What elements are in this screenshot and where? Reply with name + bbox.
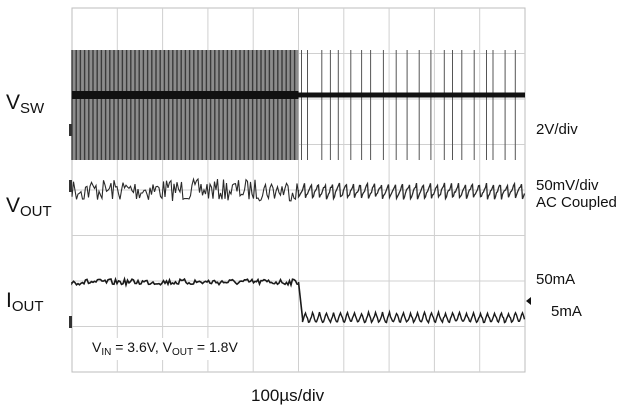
vsw-switching-pulses-heavy <box>71 50 296 160</box>
vout-channel-label: VOUT <box>6 194 52 220</box>
vout-scale-label: 50mV/div <box>536 177 599 194</box>
iout-step-edge <box>297 281 304 319</box>
vout-ripple-heavy <box>71 177 300 202</box>
vsw-channel-label: VSW <box>6 91 45 117</box>
vsw-switching-pulses-light <box>301 50 516 160</box>
vsw-ground-marker <box>69 124 72 136</box>
vsw-center-trace-light <box>298 92 525 98</box>
test-conditions-annotation: VIN = 3.6V, VOUT = 1.8V <box>88 338 242 360</box>
vout-ripple-sawtooth <box>297 181 526 201</box>
trigger-level-marker <box>526 297 531 305</box>
iout-low-level-label: 5mA <box>551 303 582 320</box>
time-scale-label: 100µs/div <box>251 386 325 405</box>
iout-high-current-trace <box>71 276 299 288</box>
iout-channel-label: IOUT <box>6 289 44 315</box>
iout-high-level-label: 50mA <box>536 271 576 288</box>
iout-low-current-ripple <box>301 309 526 325</box>
vsw-center-trace-heavy <box>72 91 299 99</box>
iout-ground-marker <box>69 316 72 328</box>
vout-coupling-label: AC Coupled <box>536 194 617 211</box>
vout-ground-marker <box>69 180 72 192</box>
vsw-scale-label: 2V/div <box>536 121 578 138</box>
